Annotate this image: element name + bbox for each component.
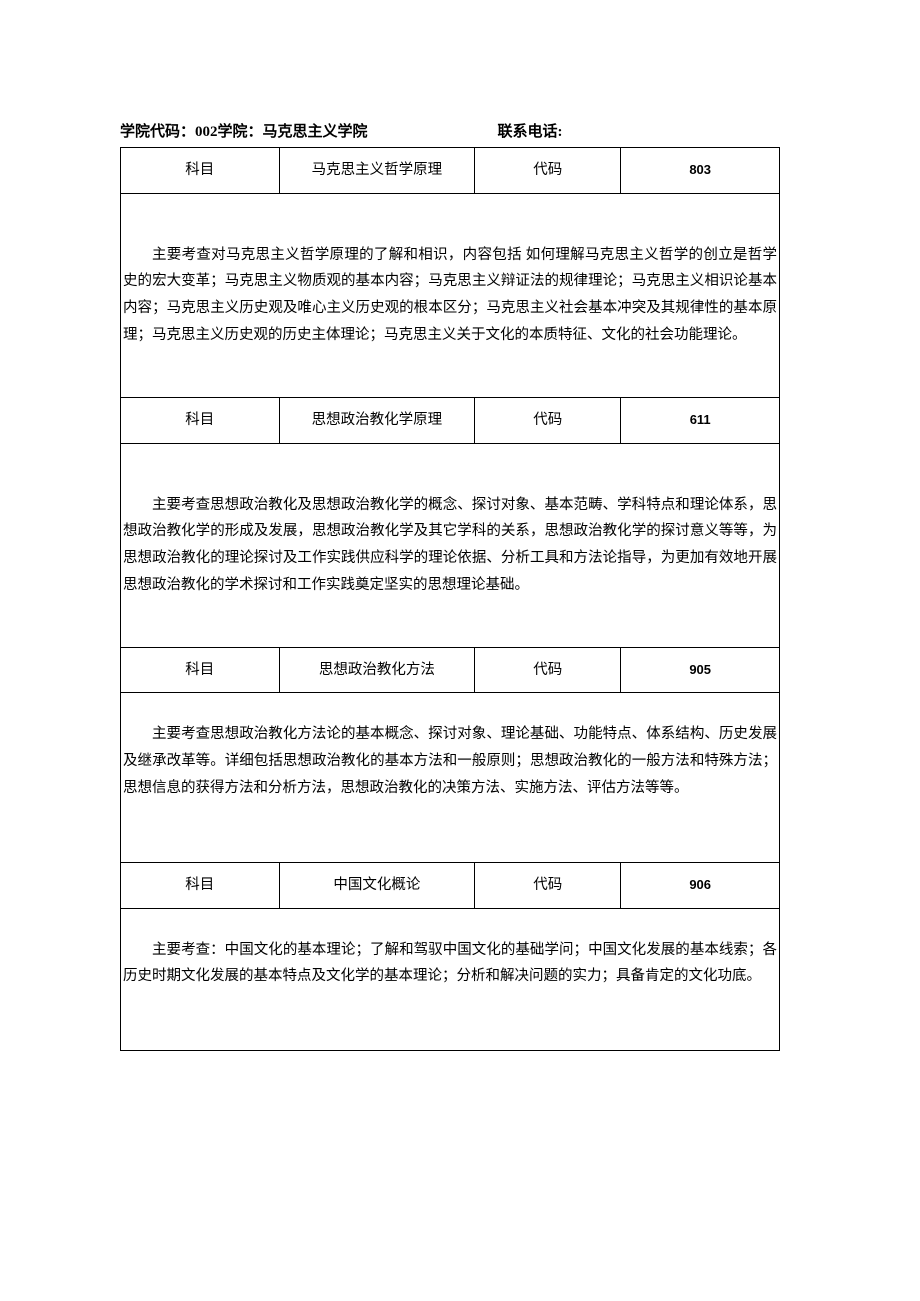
code-label: 代码	[475, 862, 621, 908]
description-cell: 主要考查：中国文化的基本理论；了解和驾驭中国文化的基础学问；中国文化发展的基本线…	[121, 908, 780, 1051]
table-row: 主要考查思想政治教化及思想政治教化学的概念、探讨对象、基本范畴、学科特点和理论体…	[121, 443, 780, 647]
table-row: 主要考查思想政治教化方法论的基本概念、探讨对象、理论基础、功能特点、体系结构、历…	[121, 693, 780, 862]
code-value: 906	[621, 862, 780, 908]
subject-label: 科目	[121, 862, 280, 908]
description-cell: 主要考查思想政治教化方法论的基本概念、探讨对象、理论基础、功能特点、体系结构、历…	[121, 693, 780, 862]
description-text: 主要考查思想政治教化及思想政治教化学的概念、探讨对象、基本范畴、学科特点和理论体…	[123, 492, 777, 599]
code-label: 代码	[475, 647, 621, 693]
header-prefix: 学院代码：	[120, 124, 195, 140]
table-row: 科目 中国文化概论 代码 906	[121, 862, 780, 908]
header-mid: 学院：	[218, 124, 263, 140]
contact-label: 联系电话:	[498, 120, 563, 141]
document-page: 学院代码：002学院：马克思主义学院 联系电话: 科目 马克思主义哲学原理 代码 …	[0, 0, 920, 1301]
subject-value: 思想政治教化学原理	[279, 397, 474, 443]
code-label: 代码	[475, 148, 621, 194]
code-label: 代码	[475, 397, 621, 443]
header-line: 学院代码：002学院：马克思主义学院 联系电话:	[120, 120, 784, 141]
table-row: 主要考查对马克思主义哲学原理的了解和相识，内容包括 如何理解马克思主义哲学的创立…	[121, 193, 780, 397]
code-value: 803	[621, 148, 780, 194]
table-row: 科目 思想政治教化学原理 代码 611	[121, 397, 780, 443]
code-value: 611	[621, 397, 780, 443]
subject-value: 中国文化概论	[279, 862, 474, 908]
subject-label: 科目	[121, 397, 280, 443]
subject-value: 思想政治教化方法	[279, 647, 474, 693]
description-text: 主要考查对马克思主义哲学原理的了解和相识，内容包括 如何理解马克思主义哲学的创立…	[123, 242, 777, 349]
college-name: 马克思主义学院	[263, 124, 368, 140]
subject-label: 科目	[121, 148, 280, 194]
subject-value: 马克思主义哲学原理	[279, 148, 474, 194]
table-row: 主要考查：中国文化的基本理论；了解和驾驭中国文化的基础学问；中国文化发展的基本线…	[121, 908, 780, 1051]
syllabus-table: 科目 马克思主义哲学原理 代码 803 主要考查对马克思主义哲学原理的了解和相识…	[120, 147, 780, 1051]
description-cell: 主要考查思想政治教化及思想政治教化学的概念、探讨对象、基本范畴、学科特点和理论体…	[121, 443, 780, 647]
description-text: 主要考查思想政治教化方法论的基本概念、探讨对象、理论基础、功能特点、体系结构、历…	[123, 721, 777, 801]
description-text: 主要考查：中国文化的基本理论；了解和驾驭中国文化的基础学问；中国文化发展的基本线…	[123, 937, 777, 991]
code-value: 905	[621, 647, 780, 693]
subject-label: 科目	[121, 647, 280, 693]
table-row: 科目 马克思主义哲学原理 代码 803	[121, 148, 780, 194]
college-code: 002	[195, 124, 218, 140]
description-cell: 主要考查对马克思主义哲学原理的了解和相识，内容包括 如何理解马克思主义哲学的创立…	[121, 193, 780, 397]
table-row: 科目 思想政治教化方法 代码 905	[121, 647, 780, 693]
